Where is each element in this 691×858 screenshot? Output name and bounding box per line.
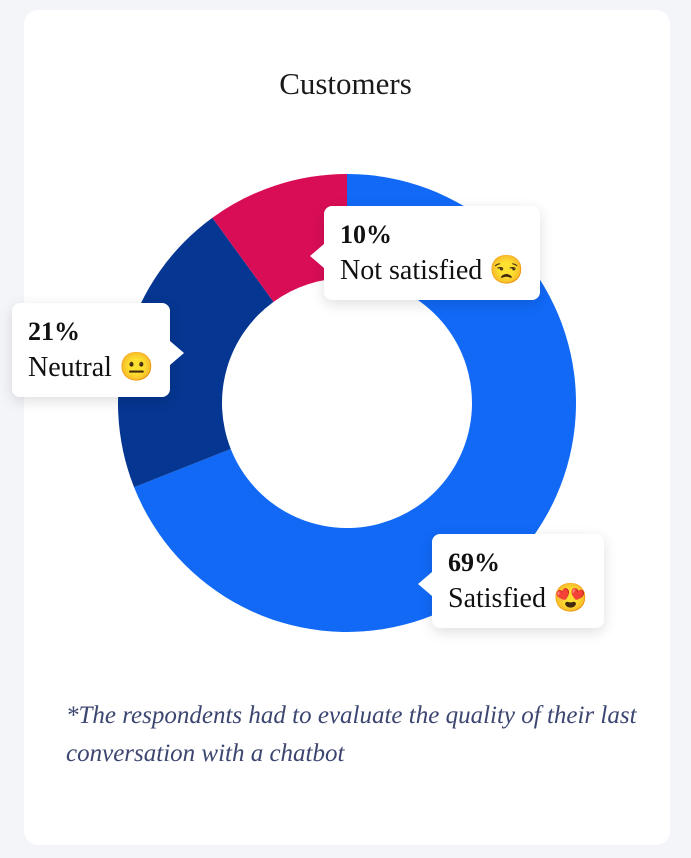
slice-not-satisfied <box>212 174 347 302</box>
unamused-face-icon: 😒 <box>489 255 525 286</box>
pct-label: 69% <box>448 548 500 577</box>
heart-eyes-icon: 😍 <box>553 583 588 614</box>
pct-label: 21% <box>28 317 80 346</box>
label-neutral: 21% Neutral 😐 <box>12 303 184 397</box>
pct-label: 10% <box>340 220 392 249</box>
slice-neutral <box>117 217 274 488</box>
footnote: *The respondents had to evaluate the qua… <box>66 702 637 767</box>
neutral-face-icon: 😐 <box>118 352 154 383</box>
slice-name: Neutral <box>28 352 112 383</box>
chart-title: Customers <box>279 66 412 101</box>
slice-name: Satisfied <box>448 583 546 614</box>
label-not-satisfied: 10% Not satisfied 😒 <box>309 206 541 300</box>
label-satisfied: 69% Satisfied 😍 <box>418 534 604 628</box>
slice-name: Not satisfied <box>340 255 483 286</box>
